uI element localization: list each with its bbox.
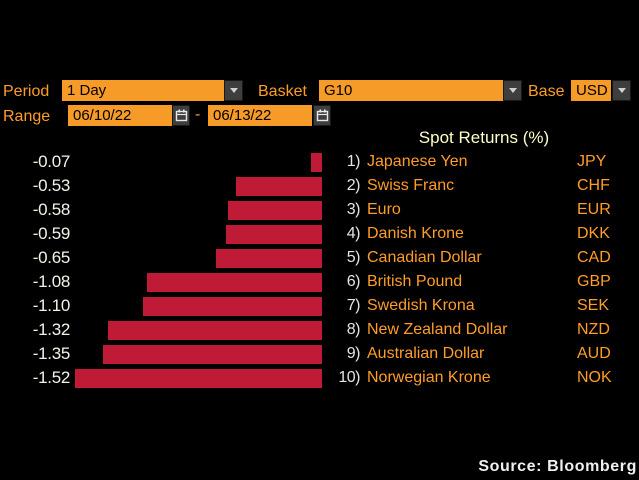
bar-value-label: -1.35: [32, 344, 71, 363]
bar-value-label: -1.52: [32, 368, 71, 387]
currency-name: Japanese Yen: [367, 153, 468, 170]
range-start-input[interactable]: 06/10/22: [68, 105, 172, 126]
currency-code: AUD: [577, 345, 611, 362]
row-rank: 7): [346, 297, 361, 314]
row-rank: 6): [346, 273, 361, 290]
chart-row: -1.10 7) Swedish Krona SEK: [0, 294, 639, 318]
period-label: Period: [3, 83, 50, 100]
currency-name: Swiss Franc: [367, 177, 455, 194]
bar-cell: [70, 368, 322, 388]
calendar-icon: [175, 109, 187, 122]
base-dropdown-arrow[interactable]: [612, 80, 631, 101]
chart-row: -1.32 8) New Zealand Dollar NZD: [0, 318, 639, 342]
currency-name: Swedish Krona: [367, 297, 475, 314]
chevron-down-icon: [617, 88, 626, 93]
currency-name: Danish Krone: [367, 225, 464, 242]
chart-row: -0.65 5) Canadian Dollar CAD: [0, 246, 639, 270]
row-rank: 8): [346, 321, 361, 338]
base-label: Base: [528, 83, 565, 100]
chevron-down-icon: [508, 88, 517, 93]
basket-dropdown-arrow[interactable]: [503, 80, 522, 101]
return-bar: [235, 176, 322, 196]
return-bar: [226, 224, 322, 244]
row-rank: 1): [346, 153, 361, 170]
chart-row: -1.52 10) Norwegian Krone NOK: [0, 366, 639, 390]
currency-name: New Zealand Dollar: [367, 321, 508, 338]
currency-code: EUR: [577, 201, 611, 218]
chart-row: -0.07 1) Japanese Yen JPY: [0, 150, 639, 174]
row-rank: 9): [346, 345, 361, 362]
calendar-icon: [316, 109, 328, 122]
chart-row: -0.58 3) Euro EUR: [0, 198, 639, 222]
return-bar: [310, 152, 322, 172]
source-attribution: Source: Bloomberg: [478, 458, 637, 475]
range-end-input[interactable]: 06/13/22: [208, 105, 312, 126]
chevron-down-icon: [229, 88, 238, 93]
currency-code: JPY: [577, 153, 607, 170]
chart-row: -0.59 4) Danish Krone DKK: [0, 222, 639, 246]
currency-name: Euro: [367, 201, 401, 218]
bar-value-label: -1.32: [32, 320, 71, 339]
return-bar: [143, 296, 322, 316]
chart-title: Spot Returns (%): [418, 128, 550, 147]
currency-code: CAD: [577, 249, 611, 266]
bar-cell: [70, 224, 322, 244]
bar-cell: [70, 176, 322, 196]
bar-value-label: -0.53: [32, 176, 71, 195]
row-rank: 10): [338, 369, 360, 386]
currency-name: Canadian Dollar: [367, 249, 482, 266]
currency-name: Norwegian Krone: [367, 369, 491, 386]
basket-dropdown[interactable]: G10: [319, 80, 503, 101]
return-bar: [75, 368, 322, 388]
currency-code: NZD: [577, 321, 610, 338]
currency-code: NOK: [577, 369, 612, 386]
return-bar: [107, 320, 322, 340]
row-rank: 2): [346, 177, 361, 194]
range-end-calendar-button[interactable]: [313, 105, 331, 126]
chart-row: -0.53 2) Swiss Franc CHF: [0, 174, 639, 198]
bar-cell: [70, 344, 322, 364]
bar-cell: [70, 272, 322, 292]
row-rank: 5): [346, 249, 361, 266]
period-dropdown[interactable]: 1 Day: [62, 80, 224, 101]
currency-code: GBP: [577, 273, 611, 290]
bar-value-label: -1.08: [32, 272, 71, 291]
chart-row: -1.08 6) British Pound GBP: [0, 270, 639, 294]
range-start-calendar-button[interactable]: [172, 105, 190, 126]
bar-value-label: -0.59: [32, 224, 71, 243]
row-rank: 3): [346, 201, 361, 218]
bar-cell: [70, 248, 322, 268]
return-bar: [146, 272, 322, 292]
chart-rows: -0.07 1) Japanese Yen JPY -0.53 2) Swiss Franc…: [0, 150, 639, 390]
return-bar: [102, 344, 322, 364]
currency-code: DKK: [577, 225, 610, 242]
bar-value-label: -0.58: [32, 200, 71, 219]
bar-value-label: -0.07: [32, 152, 71, 171]
return-bar: [216, 248, 322, 268]
period-dropdown-arrow[interactable]: [224, 80, 243, 101]
basket-label: Basket: [258, 83, 307, 100]
chart-row: -1.35 9) Australian Dollar AUD: [0, 342, 639, 366]
bar-cell: [70, 320, 322, 340]
bar-cell: [70, 296, 322, 316]
currency-name: British Pound: [367, 273, 463, 290]
bar-value-label: -1.10: [32, 296, 71, 315]
bar-cell: [70, 200, 322, 220]
currency-name: Australian Dollar: [367, 345, 485, 362]
currency-code: CHF: [577, 177, 610, 194]
bar-value-label: -0.65: [32, 248, 71, 267]
range-separator: -: [195, 106, 201, 123]
currency-code: SEK: [577, 297, 610, 314]
bar-cell: [70, 152, 322, 172]
range-label: Range: [3, 108, 51, 125]
base-dropdown[interactable]: USD: [571, 80, 611, 101]
row-rank: 4): [346, 225, 361, 242]
return-bar: [227, 200, 322, 220]
